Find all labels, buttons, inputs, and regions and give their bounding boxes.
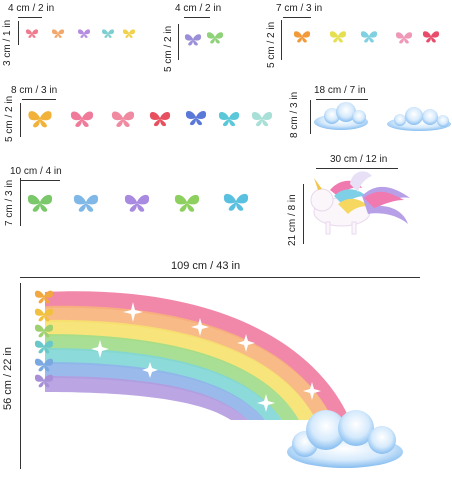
dimension-label: 3 cm / 1 in	[2, 19, 13, 66]
butterfly-icon	[28, 111, 52, 128]
dimension-line	[20, 103, 21, 137]
dimension-line	[18, 17, 42, 18]
sparkle-icon	[191, 318, 209, 336]
butterfly-icon	[251, 112, 273, 127]
butterfly-icon	[111, 111, 135, 127]
cloud-icon	[287, 410, 403, 468]
rainbow-icon	[45, 291, 350, 420]
butterfly-icon	[206, 32, 224, 44]
butterfly-icon	[77, 29, 91, 38]
dimension-line	[22, 99, 56, 100]
dimension-label: 8 cm / 3 in	[11, 85, 58, 96]
dimension-line	[316, 99, 368, 100]
dimension-line	[20, 283, 21, 469]
dimension-line	[184, 17, 210, 18]
butterfly-icon	[73, 194, 99, 212]
butterfly-icon	[422, 31, 440, 43]
butterfly-set-2	[184, 32, 224, 46]
dimension-label: 8 cm / 3 in	[289, 91, 300, 138]
dimension-line	[283, 17, 311, 18]
dimension-line	[178, 24, 179, 60]
butterfly-set-3	[293, 31, 440, 44]
cloud-icon	[314, 102, 368, 130]
butterfly-set-1	[25, 29, 136, 38]
dimension-label: 18 cm / 7 in	[314, 85, 366, 96]
butterfly-icon	[184, 34, 202, 46]
dimension-label: 30 cm / 12 in	[330, 154, 388, 165]
cloud-icon	[387, 107, 451, 131]
butterfly-icon	[51, 29, 65, 38]
butterfly-icon	[101, 29, 115, 38]
butterfly-icon	[185, 111, 207, 126]
butterfly-icon	[223, 193, 249, 211]
butterfly-icon	[329, 31, 347, 43]
dimension-line	[20, 178, 21, 226]
dimension-line	[281, 20, 282, 60]
butterfly-icon	[25, 29, 39, 38]
dimension-label: 7 cm / 3 in	[276, 3, 323, 14]
dimension-line	[310, 100, 311, 134]
dimension-label: 4 cm / 2 in	[175, 3, 222, 14]
dimension-line	[20, 180, 60, 181]
dimension-label: 5 cm / 2 in	[4, 95, 15, 142]
butterfly-icon	[149, 112, 171, 127]
dimension-line	[303, 184, 304, 244]
sparkle-icon	[303, 382, 321, 400]
dimension-label: 10 cm / 4 in	[10, 166, 62, 177]
sparkle-icon	[257, 394, 275, 412]
butterfly-icon	[122, 29, 136, 38]
butterfly-icon	[360, 31, 378, 43]
butterfly-icon	[395, 32, 413, 44]
sparkle-icon	[237, 334, 255, 352]
sparkle-icon	[91, 340, 109, 358]
dimension-label: 4 cm / 2 in	[8, 3, 55, 14]
dimension-label: 56 cm / 22 in	[2, 347, 14, 410]
sparkle-icon	[123, 302, 143, 322]
sparkle-set	[91, 302, 321, 412]
dimension-line	[18, 21, 19, 45]
sparkle-icon	[142, 362, 158, 378]
unicorn-icon	[310, 171, 410, 235]
butterfly-icon	[27, 194, 53, 212]
dimension-line	[316, 168, 398, 169]
butterfly-icon	[293, 31, 311, 43]
butterfly-set-4	[28, 111, 273, 128]
dimension-label: 5 cm / 2 in	[266, 21, 277, 68]
butterfly-icon	[124, 194, 150, 212]
dimension-label: 109 cm / 43 in	[171, 260, 241, 272]
dimension-line	[20, 277, 420, 278]
dimension-label: 7 cm / 3 in	[4, 179, 15, 226]
butterfly-icon	[174, 194, 200, 212]
butterfly-icon	[218, 112, 240, 127]
dimension-label: 5 cm / 2 in	[163, 25, 174, 72]
dimension-label: 21 cm / 8 in	[287, 194, 298, 246]
butterfly-set-5	[27, 193, 249, 212]
cloud-set	[314, 102, 451, 131]
butterfly-icon	[70, 111, 94, 127]
